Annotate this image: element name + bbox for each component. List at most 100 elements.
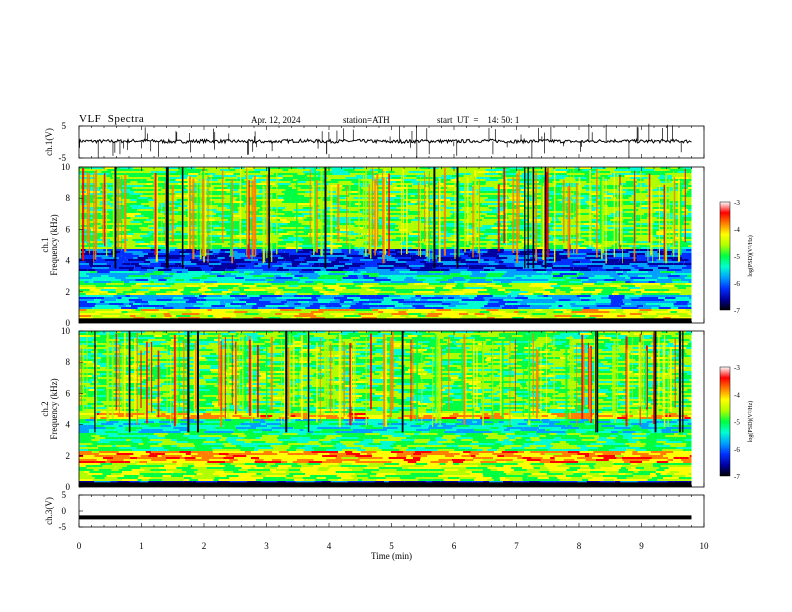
spectrogram-cell xyxy=(639,309,652,311)
spectrogram-cell xyxy=(465,237,472,239)
spectrogram-cell xyxy=(638,275,652,277)
spectrogram-cell xyxy=(79,313,86,315)
spectrogram-cell xyxy=(413,291,419,293)
spectrogram-cell xyxy=(220,297,235,299)
spectrogram-cell xyxy=(680,233,692,235)
spectrogram-cell xyxy=(120,197,133,199)
spectrogram-cell xyxy=(631,171,637,173)
spectrogram-cell xyxy=(412,333,422,335)
spectrogram-cell xyxy=(79,189,84,191)
spectrogram-cell xyxy=(162,311,168,313)
spectrogram-cell xyxy=(535,309,543,311)
spectrogram-cell xyxy=(371,269,379,271)
spectrogram-cell xyxy=(431,285,446,287)
spectrogram-cell xyxy=(79,291,95,293)
spectrogram-cell xyxy=(480,289,488,291)
spectrogram-cell xyxy=(254,201,260,203)
spectrogram-cell xyxy=(233,193,241,195)
spectrogram-cell xyxy=(671,181,683,183)
spectrogram-cell xyxy=(161,169,179,171)
spectrogram-cell xyxy=(164,305,182,307)
spectrogram-cell xyxy=(652,195,669,197)
spectrogram-cell xyxy=(446,181,462,183)
spectrogram-cell xyxy=(141,309,159,311)
spectrogram-cell xyxy=(447,231,466,233)
spectrogram-cell xyxy=(492,201,500,203)
spectrogram-cell xyxy=(287,205,304,207)
spectrogram-cell xyxy=(304,259,319,261)
spectrogram-cell xyxy=(487,257,496,259)
spectrogram-cell xyxy=(113,295,126,297)
spectrogram-cell xyxy=(347,271,354,273)
spectrogram-cell xyxy=(599,167,607,169)
spectrogram-cell xyxy=(645,277,658,279)
spectrogram-cell xyxy=(168,191,175,193)
spectrogram-cell xyxy=(407,235,420,237)
spectrogram-cell xyxy=(287,171,303,173)
spectrogram-cell xyxy=(671,253,679,255)
spectrogram-cell xyxy=(505,179,515,181)
spectrogram-cell xyxy=(633,183,638,185)
spectrogram-cell xyxy=(264,335,278,337)
spectrogram-cell xyxy=(394,271,400,273)
spectrogram-cell xyxy=(176,187,186,189)
spectrogram-cell xyxy=(229,175,237,177)
spectrogram-cell xyxy=(297,169,311,171)
spectrogram-cell xyxy=(266,167,283,169)
spectrogram-cell xyxy=(401,233,409,235)
spectrogram-cell xyxy=(614,217,632,219)
spectrogram-cell xyxy=(367,315,378,317)
spectrogram-cell xyxy=(313,331,326,333)
spectrogram-cell xyxy=(621,307,639,309)
spectrogram-cell xyxy=(370,205,377,207)
spectrogram-cell xyxy=(571,245,580,247)
spectrogram-cell xyxy=(331,179,347,181)
spectrogram-cell xyxy=(280,317,291,319)
spectrogram-cell xyxy=(143,169,162,171)
spectrogram-cell xyxy=(666,287,678,289)
spectrogram-cell xyxy=(395,253,402,255)
spectrogram-cell xyxy=(571,305,583,307)
spectrogram-cell xyxy=(189,279,201,281)
spectrogram-cell xyxy=(96,307,110,309)
spectrogram-cell xyxy=(360,203,369,205)
spectrogram-cell xyxy=(231,213,246,215)
spectrogram-cell xyxy=(475,277,480,279)
spectrogram-cell xyxy=(387,179,401,181)
spectrogram-cell xyxy=(394,263,407,265)
spectrogram-cell xyxy=(479,205,488,207)
spectrogram-cell xyxy=(564,283,572,285)
spectrogram-cell xyxy=(578,173,585,175)
spectrogram-cell xyxy=(384,299,392,301)
spectrogram-cell xyxy=(634,293,643,295)
spectrogram-cell xyxy=(519,239,536,241)
spectrogram-cell xyxy=(486,181,501,183)
spectrogram-cell xyxy=(377,271,395,273)
spectrogram-cell xyxy=(79,281,85,283)
spectrogram-cell xyxy=(466,307,473,309)
spectrogram-cell xyxy=(260,271,270,273)
spectrogram-cell xyxy=(331,261,340,263)
spectrogram-cell xyxy=(533,173,546,175)
spectrogram-cell xyxy=(549,249,564,251)
spectrogram-cell xyxy=(354,291,367,293)
spectrogram-cell xyxy=(341,207,355,209)
spectrogram-cell xyxy=(84,281,89,283)
spectrogram-cell xyxy=(252,305,266,307)
spectrogram-cell xyxy=(581,281,598,283)
spectrogram-cell xyxy=(273,173,291,175)
spectrogram-cell xyxy=(531,203,545,205)
spectrogram-cell xyxy=(608,333,615,335)
spectrogram-cell xyxy=(91,315,96,317)
spectrogram-cell xyxy=(596,271,612,273)
spectrogram-cell xyxy=(258,259,273,261)
spectrogram-cell xyxy=(367,291,375,293)
spectrogram-cell xyxy=(596,233,603,235)
spectrogram-cell xyxy=(497,203,515,205)
spectrogram-cell xyxy=(298,245,304,247)
spectrogram-cell xyxy=(137,297,155,299)
spectrogram-cell xyxy=(363,255,369,257)
spectrogram-cell xyxy=(359,227,365,229)
spectrogram-cell xyxy=(455,185,473,187)
station-label: station=ATH xyxy=(343,115,390,125)
